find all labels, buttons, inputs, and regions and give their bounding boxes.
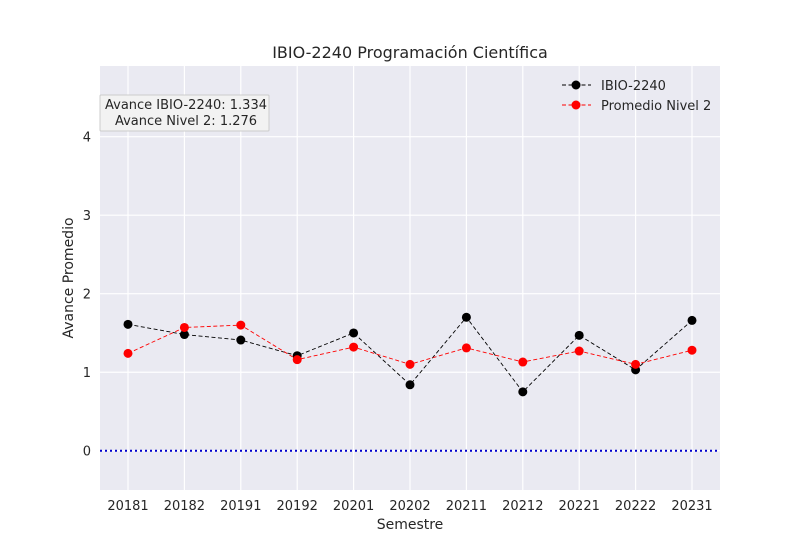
x-tick-label: 20182	[164, 499, 205, 514]
x-tick-label: 20191	[220, 499, 261, 514]
annotation-line-2: Avance Nivel 2: 1.276	[115, 114, 257, 129]
legend-marker-1	[571, 80, 581, 90]
annotation-line-1: Avance IBIO-2240: 1.334	[105, 98, 267, 113]
series-2-point	[405, 359, 415, 369]
x-axis-label: Semestre	[377, 517, 444, 533]
series-1-point	[461, 312, 471, 322]
x-tick-label: 20192	[277, 499, 318, 514]
series-2-point	[631, 359, 641, 369]
series-1-point	[518, 387, 528, 397]
series-1-point	[236, 335, 246, 345]
series-1-point	[405, 380, 415, 390]
y-tick-label: 3	[83, 209, 91, 224]
y-tick-label: 4	[83, 131, 91, 146]
series-2-point	[292, 355, 302, 365]
y-tick-label: 0	[83, 445, 91, 460]
legend-label-2: Promedio Nivel 2	[601, 99, 711, 114]
x-tick-labels: 20181 20182 20191 20192 20201 20202 20211 20212…	[107, 499, 712, 514]
series-points	[123, 312, 697, 397]
x-tick-label: 20222	[615, 499, 656, 514]
series-2-point	[461, 343, 471, 353]
series-1-point	[179, 330, 189, 340]
annotation-background	[99, 94, 270, 132]
x-tick-label: 20211	[446, 499, 487, 514]
legend: IBIO-2240 Promedio Nivel 2	[562, 79, 711, 114]
series-2-point	[349, 342, 359, 352]
series-2-point	[123, 348, 133, 358]
y-tick-label: 1	[83, 366, 91, 381]
x-tick-label: 20181	[107, 499, 148, 514]
x-tick-label: 20202	[389, 499, 430, 514]
y-tick-label: 2	[83, 288, 91, 303]
annotation-box: Avance IBIO-2240: 1.334 Avance Nivel 2: …	[99, 94, 270, 132]
series-2-point	[574, 346, 584, 356]
series-2-point	[236, 320, 246, 330]
y-tick-labels: 0 1 2 3 4	[83, 131, 91, 460]
series-1-point	[574, 330, 584, 340]
series-2-point	[179, 322, 189, 332]
x-tick-label: 20221	[559, 499, 600, 514]
series-2-point	[687, 345, 697, 355]
series-1-point	[349, 328, 359, 338]
series-1-point	[123, 319, 133, 329]
chart-title: IBIO-2240 Programación Científica	[272, 43, 548, 62]
x-tick-label: 20212	[502, 499, 543, 514]
legend-label-1: IBIO-2240	[601, 79, 666, 94]
x-tick-label: 20201	[333, 499, 374, 514]
x-tick-label: 20231	[671, 499, 712, 514]
series-line-1	[127, 316, 693, 393]
y-axis-label: Avance Promedio	[61, 217, 77, 338]
series-2-point	[518, 357, 528, 367]
legend-marker-2	[571, 100, 581, 110]
series-1-point	[687, 315, 697, 325]
